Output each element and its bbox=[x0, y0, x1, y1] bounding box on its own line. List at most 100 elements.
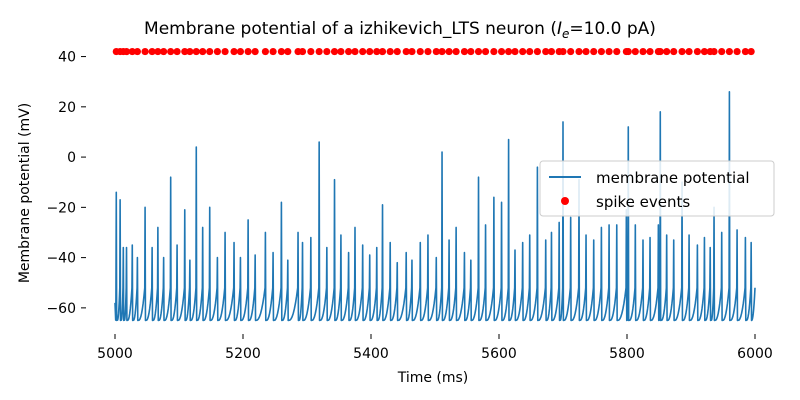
legend-box bbox=[539, 160, 775, 217]
spike-event-point bbox=[307, 47, 315, 56]
title-suffix: =10.0 pA) bbox=[569, 19, 656, 39]
x-axis-ticks: 5000 5200 5400 5600 5800 6000 bbox=[97, 334, 773, 362]
y-tick-label: −20 bbox=[46, 200, 76, 216]
spike-event-point bbox=[460, 47, 469, 56]
spike-event-point bbox=[519, 47, 527, 56]
spike-event-point bbox=[533, 47, 542, 56]
x-axis-label: Time (ms) bbox=[397, 370, 469, 386]
spike-event-point bbox=[186, 47, 194, 56]
plot-area bbox=[112, 47, 756, 322]
y-axis-ticks: −60 −40 −20 0 20 40 bbox=[46, 50, 86, 317]
spike-event-point bbox=[244, 47, 252, 56]
spike-event-point bbox=[206, 47, 214, 56]
title-math-sub: e bbox=[562, 27, 569, 41]
x-tick-label: 5600 bbox=[481, 346, 517, 362]
spike-event-point bbox=[547, 47, 556, 56]
spike-event-point bbox=[511, 47, 519, 56]
spike-event-point bbox=[192, 47, 200, 56]
spike-event-point bbox=[416, 47, 424, 56]
y-tick-label: −60 bbox=[46, 301, 76, 317]
spike-event-point bbox=[505, 47, 513, 56]
y-axis-label: Membrane potential (mV) bbox=[17, 103, 33, 283]
spike-event-point bbox=[613, 47, 621, 56]
spike-event-point bbox=[269, 47, 277, 56]
y-tick-label: 40 bbox=[58, 50, 76, 66]
title-main: Membrane potential of a izhikevich_LTS n… bbox=[144, 19, 557, 39]
spike-event-point bbox=[452, 47, 460, 56]
spike-event-point bbox=[718, 47, 726, 56]
spike-event-point bbox=[424, 47, 432, 56]
spike-event-point bbox=[646, 47, 654, 56]
spike-event-point bbox=[663, 47, 671, 56]
y-tick-label: 0 bbox=[67, 150, 76, 166]
spike-event-point bbox=[678, 47, 686, 56]
spike-event-point bbox=[685, 47, 693, 56]
x-tick-label: 5200 bbox=[225, 346, 261, 362]
chart-title: Membrane potential of a izhikevich_LTS n… bbox=[144, 19, 656, 41]
y-tick-label: −40 bbox=[46, 251, 76, 267]
spike-event-point bbox=[261, 47, 269, 56]
spike-event-point bbox=[160, 47, 168, 56]
spike-event-point bbox=[481, 47, 490, 56]
spike-event-point bbox=[133, 47, 141, 56]
spike-event-point bbox=[284, 47, 292, 56]
spike-event-point bbox=[624, 47, 632, 56]
spike-event-point bbox=[199, 47, 207, 56]
spike-event-point bbox=[359, 47, 367, 56]
spike-event-point bbox=[221, 47, 229, 56]
spike-event-point bbox=[741, 47, 750, 56]
spike-event-point bbox=[330, 47, 339, 56]
spike-event-point bbox=[590, 47, 598, 56]
spike-event-point bbox=[747, 47, 755, 56]
legend: membrane potential spike events bbox=[539, 160, 775, 217]
spike-event-point bbox=[733, 47, 741, 56]
spike-event-point bbox=[497, 47, 506, 56]
spike-event-point bbox=[298, 47, 307, 56]
spike-event-point bbox=[141, 47, 149, 56]
spike-event-point bbox=[725, 47, 734, 56]
spike-event-point bbox=[693, 47, 702, 56]
spike-event-point bbox=[378, 47, 387, 56]
spike-event-point bbox=[597, 47, 606, 56]
spike-event-point bbox=[181, 47, 189, 56]
spike-event-point bbox=[315, 47, 323, 56]
spike-event-point bbox=[542, 47, 550, 56]
title-math-base: I bbox=[557, 19, 562, 39]
spike-event-point bbox=[631, 47, 639, 56]
spike-event-point bbox=[167, 47, 175, 56]
spike-event-point bbox=[639, 47, 647, 56]
spike-event-point bbox=[386, 47, 394, 56]
spike-event-point bbox=[467, 47, 475, 56]
spike-event-point bbox=[474, 47, 483, 56]
spike-event-point bbox=[710, 47, 718, 56]
y-tick-label: 20 bbox=[58, 100, 76, 116]
spike-event-point bbox=[373, 47, 381, 56]
legend-label-spike-events: spike events bbox=[596, 193, 690, 211]
spike-event-point bbox=[122, 47, 131, 56]
spike-event-point bbox=[351, 47, 359, 56]
spike-event-point bbox=[402, 47, 410, 56]
spike-event-point bbox=[490, 47, 498, 56]
spike-event-point bbox=[277, 47, 285, 56]
x-tick-label: 6000 bbox=[737, 346, 773, 362]
spike-event-point bbox=[148, 47, 156, 56]
x-tick-label: 5000 bbox=[97, 346, 133, 362]
spike-event-point bbox=[575, 47, 583, 56]
series-membrane-potential-line bbox=[114, 90, 756, 322]
spike-event-point bbox=[154, 47, 162, 56]
spike-event-point bbox=[656, 47, 664, 56]
spike-event-point bbox=[408, 47, 416, 56]
spike-event-point bbox=[526, 47, 534, 56]
svg-text:Membrane potential of a izhike: Membrane potential of a izhikevich_LTS n… bbox=[144, 19, 656, 41]
spike-event-point bbox=[605, 47, 613, 56]
spike-event-point bbox=[236, 47, 245, 56]
spike-event-point bbox=[173, 47, 181, 56]
spike-event-point bbox=[213, 47, 221, 56]
x-tick-label: 5400 bbox=[353, 346, 389, 362]
spike-event-point bbox=[337, 47, 345, 56]
x-tick-label: 5800 bbox=[609, 346, 645, 362]
spike-event-point bbox=[670, 47, 678, 56]
spike-event-point bbox=[128, 47, 136, 56]
spike-event-point bbox=[445, 47, 453, 56]
